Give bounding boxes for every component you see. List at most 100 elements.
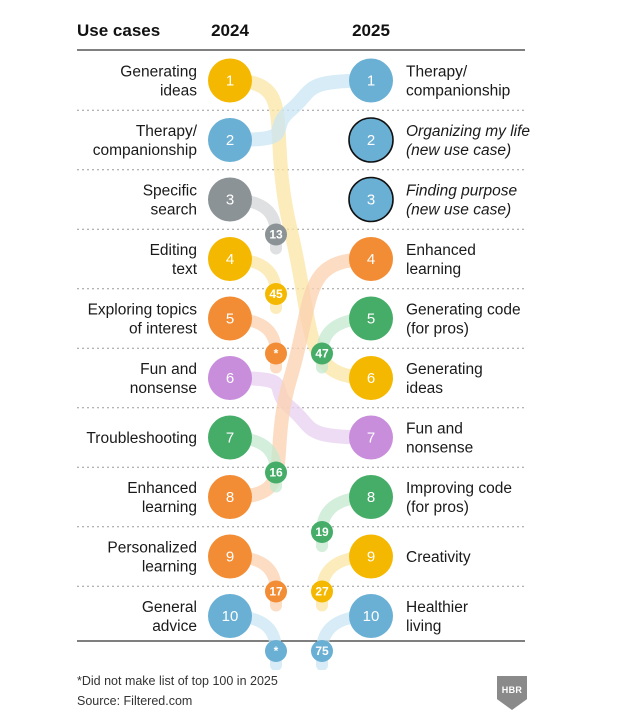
dropout-badge-10 [265,640,287,662]
node-2025-rank-10 [349,594,393,638]
dropout-rank-3: 13 [269,228,283,242]
label-2024-2-line-1: Therapy/ [136,123,198,140]
node-2024-rank-label-3: 3 [226,192,234,209]
node-2025-rank-label-3: 3 [367,192,375,209]
newcomer-rank-5: 47 [315,347,329,361]
label-2024-9-line-2: learning [142,559,197,576]
label-2025-9-line-1: Creativity [406,549,471,566]
label-2024-9-line-1: Personalized [107,540,197,557]
node-2024-rank-2 [208,118,252,162]
node-2024-rank-label-5: 5 [226,311,234,328]
node-2024-rank-3 [208,177,252,222]
node-2024-rank-5 [208,296,252,341]
label-2025-4-line-1: Enhanced [406,242,476,259]
dropout-rank-7: 16 [269,466,283,480]
label-2025-7-line-2: nonsense [406,440,473,457]
header-use-cases: Use cases [77,21,160,40]
node-2025-rank-label-5: 5 [367,311,375,328]
node-2025-rank-label-9: 9 [367,549,375,566]
newcomer-rank-9: 27 [315,585,329,599]
node-2025-rank-label-10: 10 [363,608,380,625]
label-2024-3-line-2: search [150,202,197,219]
node-2024-rank-label-10: 10 [222,608,239,625]
node-2025-rank-label-8: 8 [367,489,375,506]
node-2024-rank-8 [208,475,252,519]
label-2024-2-line-2: companionship [93,142,197,159]
label-2024-3-line-1: Specific [143,183,198,200]
label-2025-4-line-2: learning [406,261,461,278]
label-2025-6-line-1: Generating [406,361,483,378]
connection-2-to-1 [223,73,378,147]
logo-text: HBR [501,685,523,695]
dropout-badge-4 [265,283,287,305]
label-2025-10-line-2: living [406,618,441,635]
newcomer-badge-5 [311,342,333,365]
node-2024-rank-10 [208,594,252,638]
node-2025-rank-label-1: 1 [367,73,375,90]
label-2024-1-line-2: ideas [160,83,197,100]
label-2025-7-line-1: Fun and [406,421,463,438]
source-note: Source: Filtered.com [77,694,193,708]
node-2025-rank-label-7: 7 [367,430,375,447]
label-2024-6-line-2: nonsense [130,380,197,397]
node-2025-rank-8 [349,475,393,519]
label-2024-8-line-2: learning [142,499,197,516]
label-2025-1-line-1: Therapy/ [406,64,468,81]
dropout-rank-4: 45 [269,287,283,301]
node-2025-rank-4 [349,237,393,281]
node-2024-rank-label-9: 9 [226,549,234,566]
label-2025-2-line-1: Organizing my life [406,123,530,140]
chart-svg: Use cases 2024 20251345*1617*4719277512345… [77,21,530,671]
node-2025-rank-label-2: 2 [367,132,375,149]
node-2025-rank-label-6: 6 [367,370,375,387]
label-2024-1-line-1: Generating [120,64,197,81]
hbr-logo: HBR [497,676,527,710]
dropout-badge-5 [265,342,287,365]
node-2024-rank-label-4: 4 [226,251,234,268]
node-2024-rank-1 [208,58,252,103]
label-2024-5-line-1: Exploring topics [88,302,198,319]
dropout-rank-9: 17 [269,585,283,599]
dropout-badge-7 [265,461,287,484]
node-2025-rank-5 [349,296,393,341]
connection-8-to-4 [223,252,378,504]
footnote: *Did not make list of top 100 in 2025 [77,674,278,688]
label-2024-10-line-1: General [142,599,197,616]
dropout-rank-5: * [274,347,279,361]
newcomer-rank-10: 75 [315,644,329,658]
node-2024-rank-label-2: 2 [226,132,234,149]
label-2024-7-line-1: Troubleshooting [86,430,197,447]
label-2025-8-line-1: Improving code [406,480,512,497]
node-2025-rank-7 [349,415,393,460]
label-2025-6-line-2: ideas [406,380,443,397]
node-2025-rank-9 [349,534,393,579]
newcomer-rank-8: 19 [315,525,329,539]
dropout-badge-9 [265,580,287,603]
connection-6-to-7 [223,371,378,445]
label-2025-3-line-1: Finding purpose [406,183,518,200]
node-2025-rank-1 [349,58,393,103]
node-2024-rank-label-8: 8 [226,489,234,506]
newcomer-badge-8 [311,521,333,543]
dropout-rank-10: * [274,644,279,658]
node-2025-rank-2 [348,117,394,163]
node-2025-rank-label-4: 4 [367,251,375,268]
label-2025-5-line-1: Generating code [406,302,521,319]
header-year-2025: 2025 [352,21,390,40]
node-2024-rank-6 [208,356,252,400]
node-2024-rank-4 [208,237,252,281]
label-2024-10-line-2: advice [152,618,197,635]
label-2024-5-line-2: of interest [129,321,198,338]
node-2024-rank-label-7: 7 [226,430,234,447]
node-2025-rank-6 [349,356,393,400]
label-2025-3-line-2: (new use case) [406,202,511,219]
label-2024-4-line-1: Editing [150,242,197,259]
node-2024-rank-7 [208,415,252,460]
label-2025-10-line-1: Healthier [406,599,468,616]
dropout-badge-3 [265,223,287,246]
node-2024-rank-9 [208,534,252,579]
newcomer-badge-10 [311,640,333,662]
label-2024-6-line-1: Fun and [140,361,197,378]
